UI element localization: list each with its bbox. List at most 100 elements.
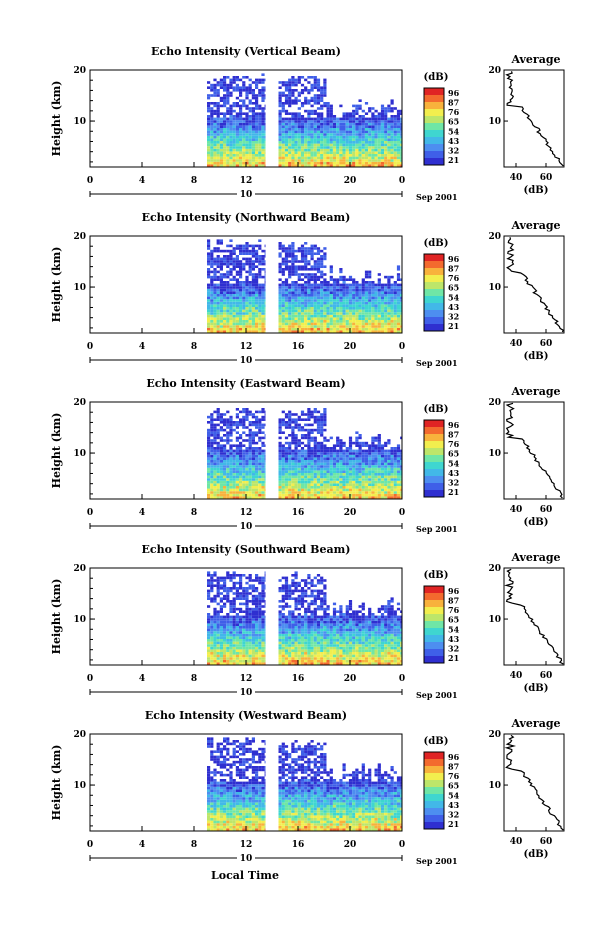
heatmap-cell: [223, 470, 227, 473]
heatmap-cell: [374, 138, 378, 141]
heatmap-cell: [288, 473, 292, 476]
heatmap-cell: [332, 143, 337, 147]
heatmap-cell: [310, 452, 314, 455]
heatmap-cell: [329, 283, 333, 287]
heatmap-cell: [313, 273, 317, 276]
heatmap-cell: [371, 454, 375, 458]
heatmap-cell: [316, 486, 321, 489]
heatmap-cell: [219, 78, 223, 82]
heatmap-cell: [229, 115, 233, 118]
heatmap-cell: [364, 270, 369, 274]
heatmap-cell: [229, 462, 233, 466]
heatmap-cell: [355, 143, 359, 147]
heatmap-cell: [261, 128, 265, 131]
heatmap-cell: [251, 491, 255, 494]
heatmap-cell: [400, 112, 402, 115]
heatmap-cell: [387, 439, 391, 442]
heatmap-cell: [368, 493, 372, 497]
heatmap-cell: [307, 122, 311, 126]
heatmap-cell: [213, 620, 217, 624]
heatmap-cell: [380, 299, 385, 302]
heatmap-cell: [316, 473, 321, 476]
heatmap-cell: [251, 102, 255, 105]
heatmap-cell: [229, 159, 233, 162]
heatmap-cell: [278, 135, 282, 139]
heatmap-cell: [248, 304, 252, 307]
heatmap-cell: [307, 493, 311, 497]
heatmap-cell: [258, 115, 262, 118]
heatmap-cell: [332, 491, 337, 494]
colorbar-swatch: [424, 140, 444, 145]
heatmap-cell: [258, 486, 262, 489]
heatmap-cell: [258, 426, 262, 429]
heatmap-cell: [358, 483, 362, 486]
heatmap-cell: [355, 128, 359, 131]
heatmap-cell: [310, 151, 314, 154]
heatmap-cell: [229, 454, 233, 458]
heatmap-cell: [284, 296, 289, 300]
heatmap-cell: [216, 623, 220, 626]
heatmap-cell: [300, 76, 305, 79]
heatmap-cell: [320, 146, 324, 149]
heatmap-cell: [377, 159, 381, 162]
heatmap-cell: [288, 86, 292, 89]
heatmap-cell: [339, 444, 343, 447]
heatmap-cell: [226, 327, 230, 331]
heatmap-cell: [261, 467, 265, 471]
heatmap-cell: [294, 265, 298, 268]
heatmap-cell: [239, 120, 243, 123]
heatmap-cell: [361, 327, 365, 331]
heatmap-cell: [297, 278, 301, 281]
heatmap-cell: [380, 322, 385, 326]
heatmap-cell: [345, 122, 349, 126]
heatmap-cell: [264, 486, 266, 489]
heatmap-cell: [300, 255, 305, 258]
heatmap-cell: [242, 143, 246, 147]
heatmap-cell: [281, 281, 285, 284]
heatmap-cell: [278, 473, 282, 476]
heatmap-cell: [310, 265, 314, 268]
heatmap-cell: [213, 270, 217, 274]
heatmap-cell: [307, 320, 311, 323]
heatmap-cell: [294, 421, 298, 424]
heatmap-cell: [288, 309, 292, 313]
heatmap-cell: [371, 322, 375, 326]
average-x-tick-label: 60: [540, 173, 553, 183]
heatmap-cell: [332, 449, 337, 453]
heatmap-cell: [380, 325, 385, 328]
heatmap-cell: [342, 465, 346, 468]
heatmap-cell: [284, 86, 289, 89]
heatmap-cell: [380, 473, 385, 476]
heatmap-cell: [255, 102, 259, 105]
heatmap-cell: [255, 249, 259, 253]
heatmap-cell: [207, 649, 211, 652]
heatmap-cell: [326, 473, 330, 476]
heatmap-cell: [239, 249, 243, 253]
heatmap-cell: [332, 304, 337, 307]
heatmap-cell: [239, 421, 243, 424]
heatmap-cell: [235, 148, 239, 152]
heatmap-cell: [232, 130, 236, 134]
heatmap-cell: [207, 252, 211, 255]
heatmap-cell: [278, 125, 282, 128]
heatmap-cell: [216, 644, 220, 647]
heatmap-cell: [307, 138, 311, 141]
heatmap-cell: [216, 431, 220, 434]
heatmap-cell: [342, 496, 346, 499]
heatmap-cell: [368, 444, 372, 447]
heatmap-cell: [393, 493, 397, 497]
heatmap-cell: [232, 260, 236, 263]
heatmap-cell: [348, 457, 353, 460]
heatmap-cell: [219, 317, 223, 320]
heatmap-cell: [223, 78, 227, 82]
heatmap-cell: [361, 473, 365, 476]
heatmap-cell: [239, 330, 243, 333]
heatmap-cell: [326, 488, 330, 492]
heatmap-cell: [294, 255, 298, 258]
heatmap-cell: [393, 447, 397, 450]
heatmap-cell: [258, 309, 262, 313]
heatmap-cell: [258, 130, 262, 134]
heatmap-cell: [255, 480, 259, 484]
heatmap-cell: [380, 120, 385, 123]
heatmap-cell: [387, 138, 391, 141]
